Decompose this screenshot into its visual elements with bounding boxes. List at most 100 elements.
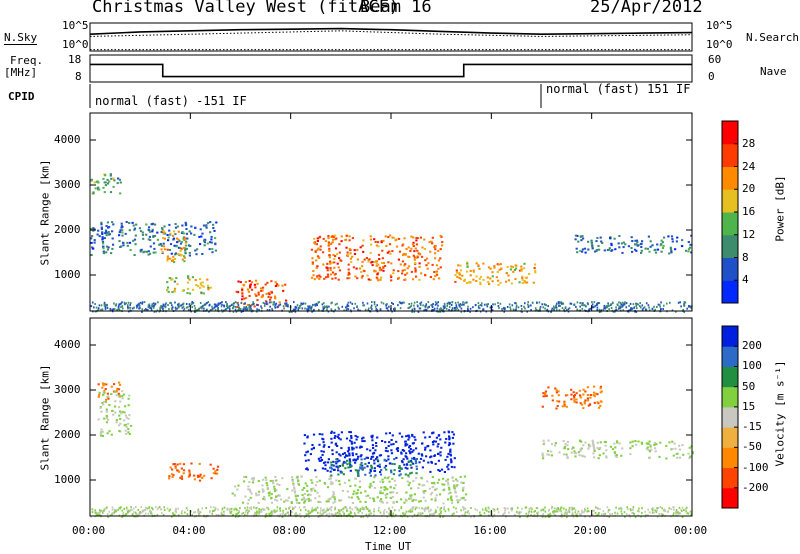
heat-cell (329, 475, 332, 478)
heat-cell (458, 499, 461, 502)
heat-cell (608, 247, 611, 250)
heat-cell (112, 511, 114, 514)
heat-cell (198, 513, 200, 515)
heat-cell (451, 308, 454, 311)
heat-cell (183, 307, 186, 310)
heat-cell (363, 270, 366, 273)
heat-cell (105, 383, 108, 386)
heat-cell (375, 308, 378, 311)
heat-cell (431, 263, 434, 266)
heat-cell (415, 477, 418, 480)
heat-cell (279, 507, 281, 510)
heat-cell (388, 250, 391, 253)
heat-cell (370, 306, 372, 309)
heat-cell (331, 261, 334, 264)
heat-cell (566, 455, 569, 458)
heat-cell (463, 513, 466, 516)
heat-cell (315, 475, 318, 478)
heat-cell (296, 501, 299, 504)
heat-cell (446, 481, 450, 484)
heat-cell (501, 308, 503, 310)
heat-cell (310, 308, 313, 311)
heat-cell (138, 302, 140, 305)
heat-cell (443, 483, 446, 486)
heat-cell (134, 511, 137, 514)
heat-cell (524, 307, 526, 310)
heat-cell (265, 301, 268, 304)
x-tick-label: 00:00 (72, 524, 106, 537)
heat-cell (437, 259, 440, 262)
heat-cell (399, 307, 402, 310)
heat-cell (354, 477, 357, 480)
freq-unit-label: [MHz] (4, 66, 38, 79)
heat-cell (668, 252, 671, 255)
heat-cell (413, 256, 416, 259)
heat-cell (449, 450, 452, 453)
heat-cell (492, 303, 494, 306)
heat-cell (663, 236, 666, 239)
heat-cell (244, 495, 247, 498)
heat-cell (95, 306, 98, 309)
heat-cell (127, 431, 130, 434)
heat-cell (167, 290, 170, 293)
heat-cell (147, 306, 150, 309)
x-tick-label: 20:00 (573, 524, 607, 537)
heat-cell (118, 234, 121, 237)
heat-cell (640, 252, 643, 254)
heat-cell (690, 251, 693, 254)
heat-cell (547, 450, 550, 453)
heat-cell (559, 301, 561, 304)
heat-cell (346, 251, 349, 254)
heat-cell (138, 307, 140, 310)
heat-cell (270, 501, 274, 504)
heat-cell (186, 287, 190, 290)
heat-cell (111, 506, 114, 509)
heat-cell (362, 304, 364, 307)
heat-cell (385, 468, 388, 471)
heat-cell (590, 240, 593, 243)
heat-cell (263, 498, 266, 501)
heat-cell (115, 303, 118, 306)
heat-cell (367, 260, 370, 263)
heat-cell (311, 444, 314, 446)
heat-cell (250, 508, 253, 511)
heat-cell (241, 291, 244, 294)
heat-cell (188, 292, 192, 295)
heat-cell (125, 513, 128, 515)
velocity-colorbar-swatch (722, 427, 738, 448)
heat-cell (446, 478, 449, 481)
heat-cell (440, 511, 442, 514)
heat-cell (145, 223, 148, 226)
heat-cell (111, 513, 113, 516)
heat-cell (535, 507, 538, 510)
heat-cell (543, 442, 546, 445)
heat-cell (382, 265, 385, 268)
heat-cell (514, 302, 516, 305)
heat-cell (375, 442, 378, 444)
heat-cell (282, 512, 284, 514)
heat-cell (275, 495, 278, 498)
heat-cell (371, 434, 374, 437)
heat-cell (553, 507, 556, 510)
heat-cell (629, 441, 632, 444)
heat-cell (322, 308, 325, 310)
heat-cell (452, 433, 455, 436)
heat-cell (540, 509, 542, 512)
heat-cell (575, 398, 578, 401)
heat-cell (486, 276, 489, 279)
heat-cell (366, 507, 368, 510)
heat-cell (265, 292, 268, 295)
heat-cell (151, 230, 154, 233)
heat-cell (288, 507, 290, 509)
heat-cell (450, 497, 453, 499)
heat-cell (599, 236, 602, 239)
heat-cell (121, 390, 124, 393)
heat-cell (176, 253, 179, 255)
heat-cell (472, 278, 475, 281)
heat-cell (183, 237, 186, 240)
heat-cell (431, 304, 433, 306)
heat-cell (217, 514, 220, 516)
heat-cell (294, 494, 297, 497)
heat-cell (460, 304, 463, 307)
heat-cell (347, 466, 350, 469)
